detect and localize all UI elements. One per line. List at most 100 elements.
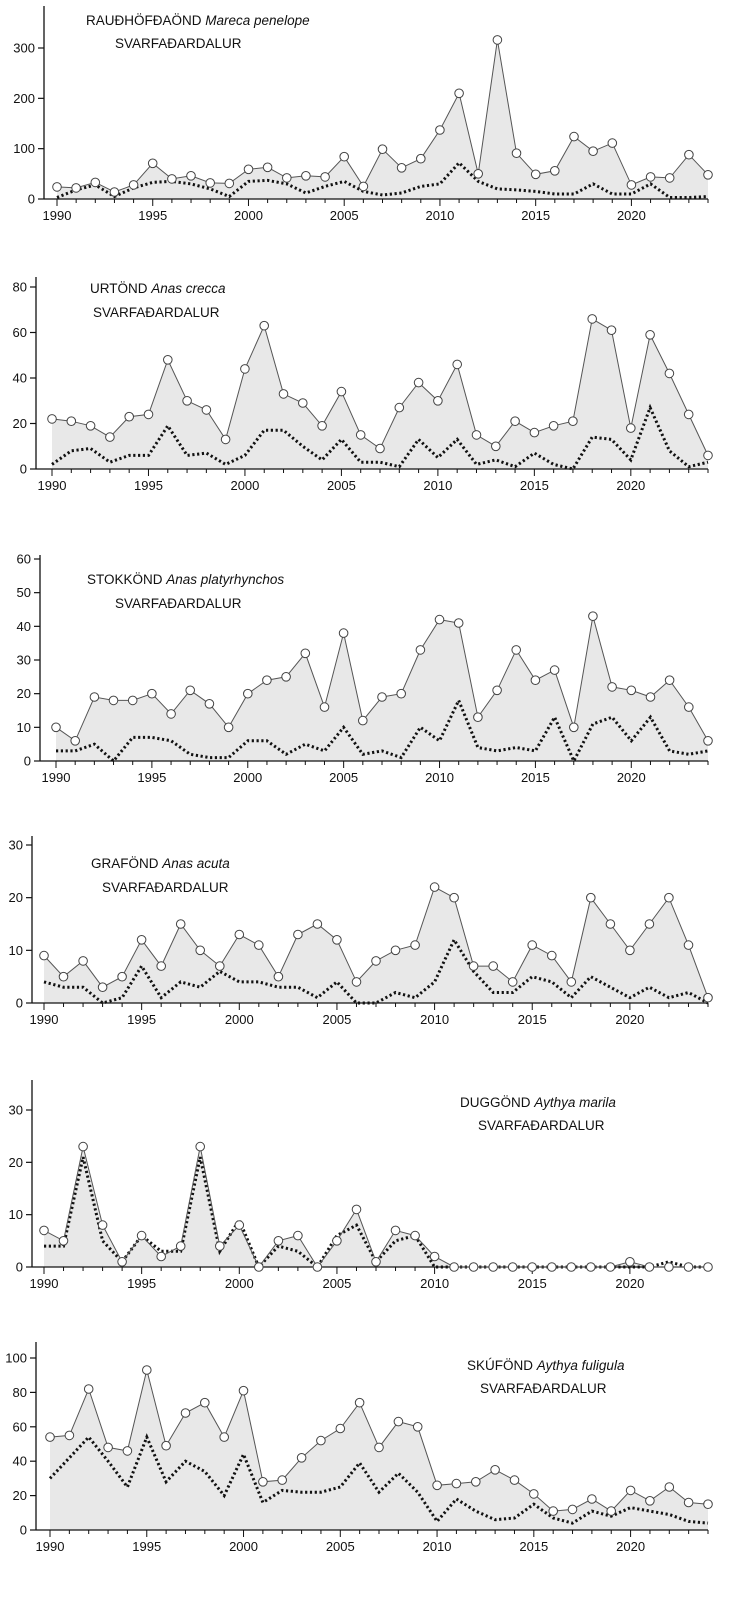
- data-point: [527, 940, 538, 950]
- data-point: [511, 148, 522, 158]
- data-point: [195, 945, 205, 956]
- x-tick-label: 2015: [518, 1012, 547, 1027]
- data-point: [664, 675, 675, 686]
- data-point: [664, 892, 674, 903]
- x-tick-label: 2010: [420, 1276, 449, 1291]
- series-line-dotted: [56, 160, 709, 199]
- data-point: [97, 982, 108, 993]
- area-fill: [57, 39, 708, 200]
- y-tick-label: 30: [17, 653, 31, 668]
- data-point: [507, 977, 518, 987]
- x-tick-label: 1990: [38, 478, 67, 493]
- data-point: [234, 929, 245, 940]
- x-tick-label: 1990: [43, 208, 72, 223]
- chart-panel: 0 20 40 60 80 1990 1995 2000 2005 2010 2015 2020 URT…: [13, 277, 713, 493]
- data-point: [683, 1262, 694, 1272]
- x-tick-label: 2020: [617, 208, 646, 223]
- x-tick-label: 1995: [137, 770, 166, 785]
- y-tick-label: 20: [13, 416, 27, 431]
- species-latin-name: Aythya marila: [533, 1095, 616, 1110]
- data-point: [394, 402, 405, 413]
- data-point: [548, 421, 559, 431]
- data-point: [243, 164, 254, 175]
- x-tick-label: 2020: [616, 1539, 645, 1554]
- data-point: [298, 398, 308, 408]
- data-point: [644, 919, 655, 929]
- data-point: [296, 1453, 307, 1463]
- data-point: [377, 144, 388, 154]
- data-point: [64, 1430, 75, 1441]
- data-point: [471, 1477, 481, 1487]
- data-point: [319, 702, 330, 712]
- y-tick-label: 30: [9, 838, 23, 853]
- data-point: [684, 702, 694, 712]
- data-point: [492, 685, 502, 696]
- data-point: [410, 940, 420, 950]
- data-point: [529, 427, 540, 438]
- data-point: [358, 181, 369, 192]
- data-point: [147, 688, 157, 699]
- data-point: [253, 940, 264, 950]
- data-point: [70, 736, 80, 746]
- data-point: [278, 389, 289, 399]
- data-point: [240, 364, 250, 374]
- data-point: [527, 1262, 538, 1272]
- x-tick-label: 2005: [329, 770, 358, 785]
- data-point: [78, 1141, 88, 1152]
- area-fill: [52, 318, 708, 469]
- y-tick-label: 0: [28, 192, 35, 207]
- data-point: [568, 416, 578, 427]
- data-point: [339, 151, 350, 162]
- data-point: [449, 892, 459, 903]
- x-tick-label: 1995: [132, 1539, 161, 1554]
- data-point: [587, 1494, 597, 1504]
- data-point: [625, 1257, 635, 1267]
- data-point: [490, 1465, 500, 1475]
- y-tick-label: 0: [20, 1523, 27, 1538]
- data-point: [645, 172, 656, 182]
- data-point: [224, 178, 235, 189]
- data-point: [332, 1236, 342, 1246]
- data-point: [449, 1262, 459, 1272]
- data-point: [645, 692, 656, 702]
- data-point: [548, 1506, 559, 1516]
- data-point: [550, 166, 560, 176]
- data-point: [451, 1478, 462, 1489]
- data-point: [219, 1432, 229, 1442]
- y-tick-label: 10: [9, 1207, 23, 1222]
- data-point: [683, 940, 694, 950]
- y-tick-label: 20: [9, 1155, 23, 1170]
- data-point: [195, 1141, 205, 1152]
- data-point: [201, 405, 212, 415]
- x-tick-label: 2010: [423, 478, 452, 493]
- y-tick-label: 60: [13, 325, 27, 340]
- x-tick-label: 1990: [42, 770, 71, 785]
- data-point: [434, 614, 445, 625]
- data-point: [338, 628, 349, 638]
- data-point: [52, 182, 62, 192]
- data-point: [89, 692, 100, 702]
- data-point: [273, 1236, 284, 1246]
- chart-panel: 0 10 20 30 1990 1995 2000 2005 2010 2015 2020 DUGGÖ…: [9, 1080, 713, 1291]
- data-point: [200, 1397, 210, 1408]
- data-point: [410, 1230, 420, 1241]
- data-point: [374, 1442, 384, 1453]
- series-line-dotted: [51, 403, 709, 471]
- data-point: [683, 409, 694, 420]
- x-tick-label: 2005: [326, 1539, 355, 1554]
- species-latin-name: Anas crecca: [150, 281, 226, 296]
- data-point: [511, 645, 522, 655]
- data-point: [277, 1475, 288, 1485]
- data-point: [124, 411, 134, 422]
- chart-title: RAUÐHÖFÐAÖND Mareca penelope: [86, 13, 310, 28]
- y-tick-label: 0: [16, 996, 23, 1011]
- x-tick-label: 2000: [233, 770, 262, 785]
- data-point: [645, 1496, 655, 1506]
- data-point: [703, 1262, 713, 1272]
- data-point: [262, 675, 272, 686]
- data-point: [625, 1485, 636, 1496]
- data-point: [127, 695, 138, 706]
- data-point: [58, 1236, 69, 1246]
- x-tick-label: 2005: [327, 478, 356, 493]
- data-point: [530, 169, 541, 180]
